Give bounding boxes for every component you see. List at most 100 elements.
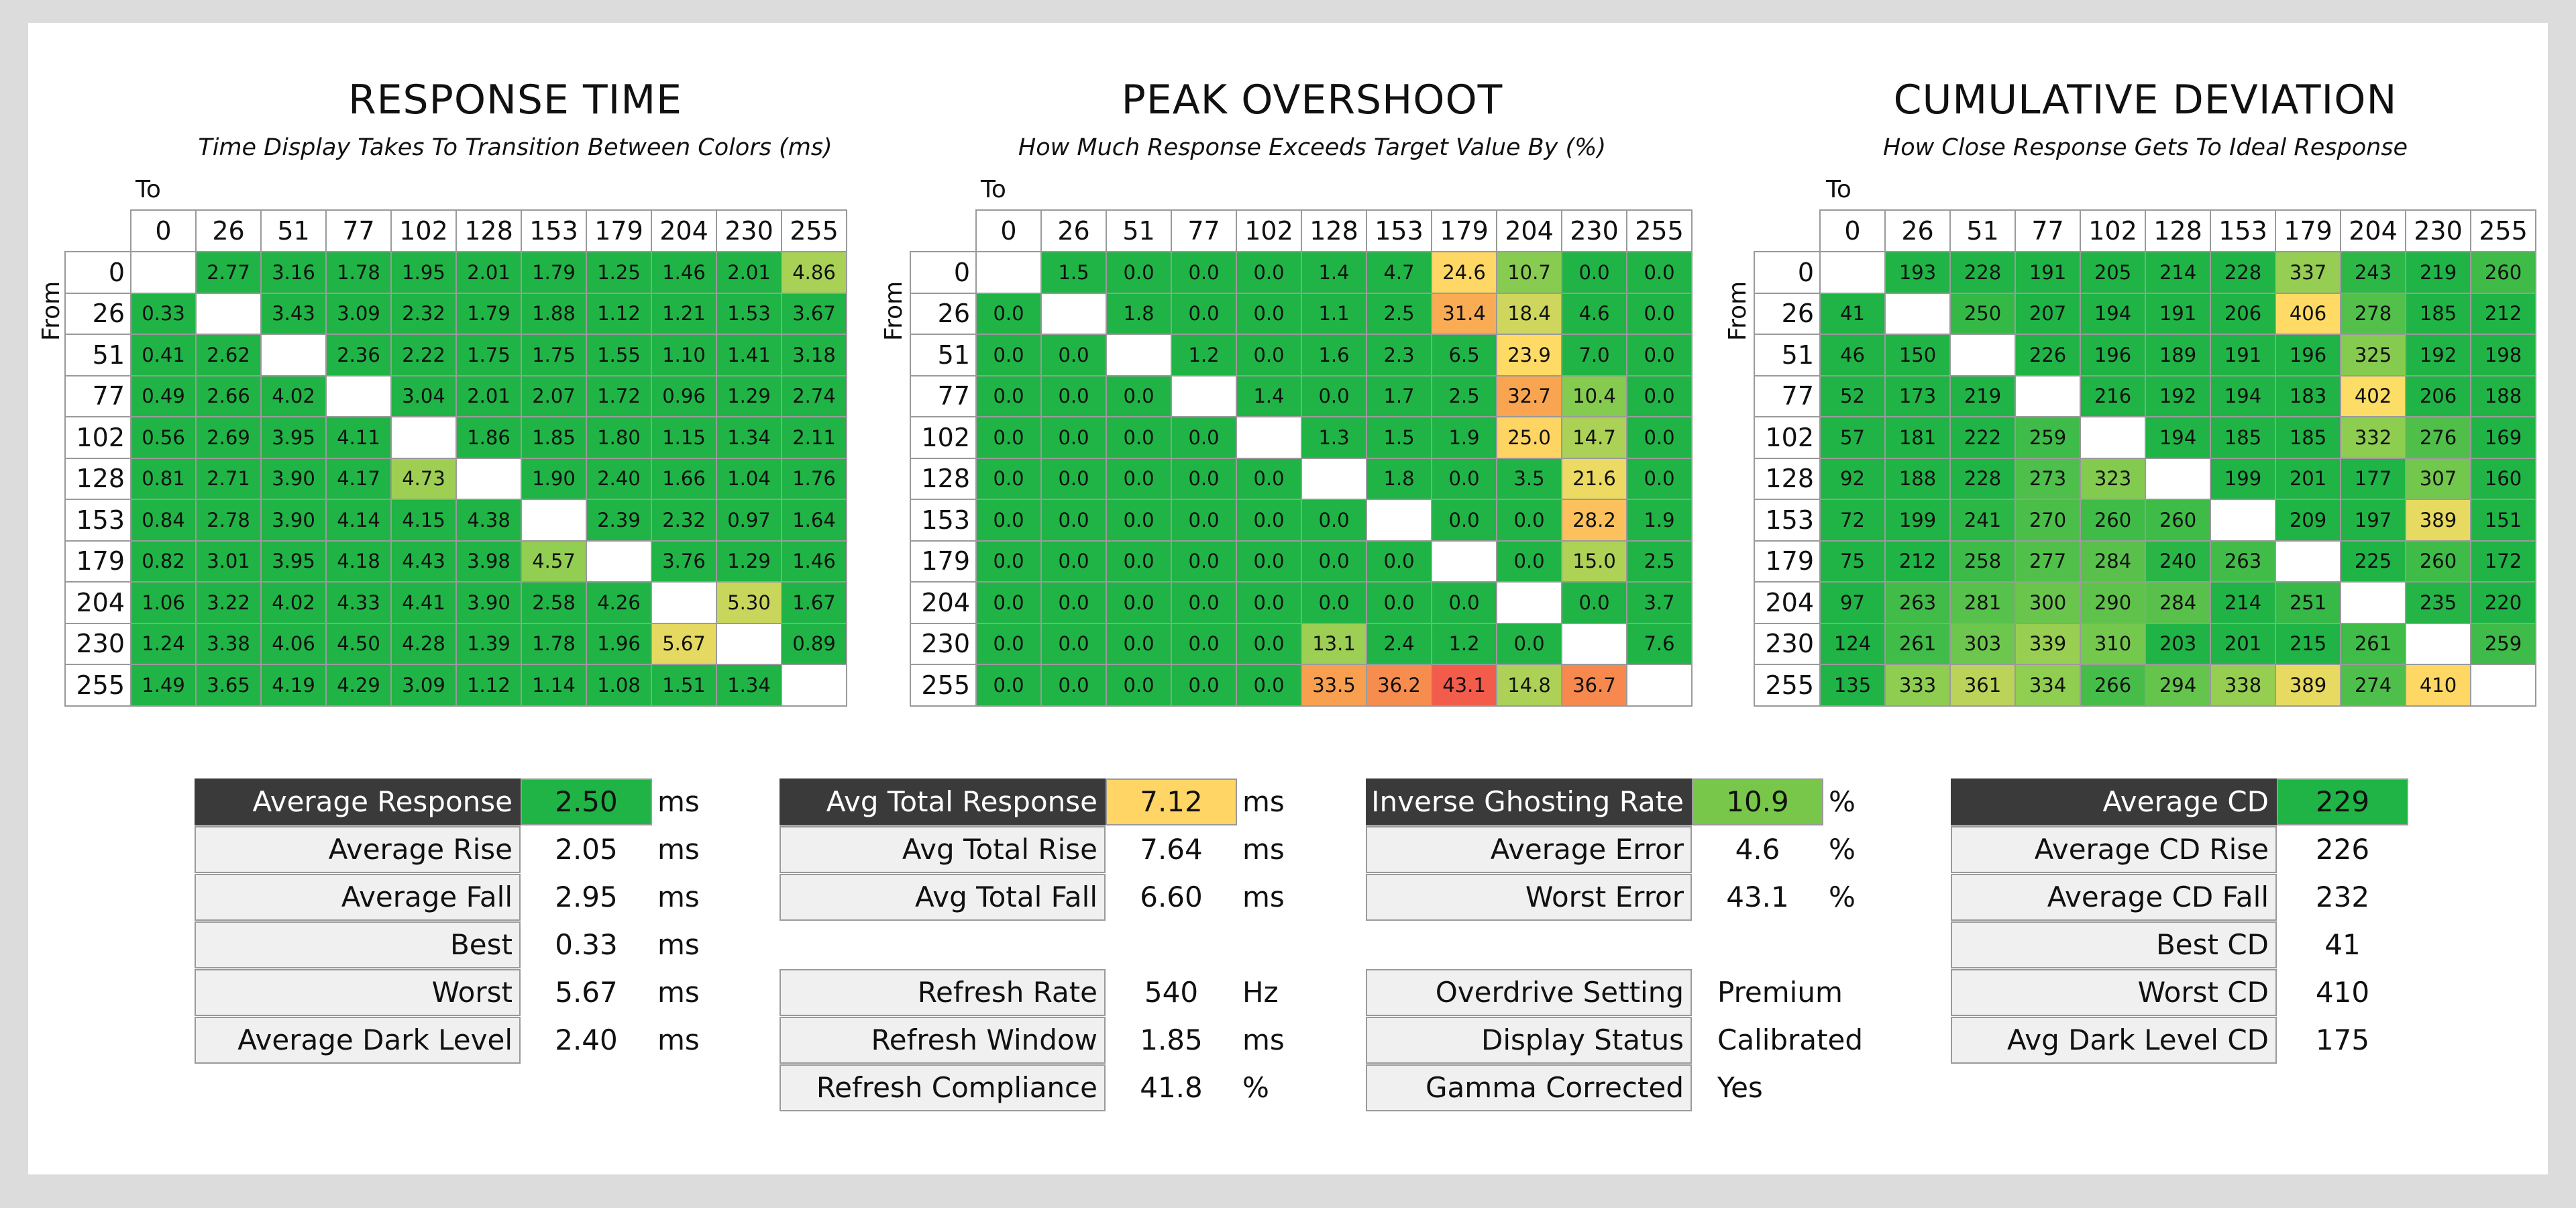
- heatmap-cell: 0.0: [1626, 374, 1693, 417]
- heatmap-cell: 4.33: [325, 581, 392, 624]
- heatmap-cell: 1.51: [651, 664, 717, 707]
- heatmap-cell: 260: [2080, 499, 2146, 542]
- to-level-label: 255: [1626, 209, 1693, 252]
- heatmap-cell: 2.07: [521, 374, 587, 417]
- heatmap-cell: 197: [2340, 499, 2406, 542]
- heatmap-cell: 323: [2080, 457, 2146, 500]
- from-level-label: 51: [64, 334, 131, 376]
- heatmap-cell: 2.69: [195, 416, 262, 459]
- heatmap-cell: 243: [2340, 251, 2406, 294]
- heatmap-cell: 0.0: [1040, 374, 1107, 417]
- heatmap-cell: 31.4: [1431, 292, 1497, 335]
- from-level-label: 255: [64, 664, 131, 707]
- heatmap-cell: 0.0: [1301, 374, 1367, 417]
- heatmap-cell: 3.67: [781, 292, 847, 335]
- heatmap-cell: 43.1: [1431, 664, 1497, 707]
- heatmap-cell: 2.32: [390, 292, 457, 335]
- heatmap-cell: 228: [1949, 457, 2016, 500]
- from-level-label: 77: [910, 374, 977, 417]
- stat-unit: %: [1829, 833, 1856, 866]
- heatmap-cell: 0.0: [1236, 581, 1302, 624]
- stat-row: Avg Dark Level CD 175: [1951, 1017, 2369, 1064]
- heatmap-cell: 24.6: [1431, 251, 1497, 294]
- heatmap-cell: 194: [2080, 292, 2146, 335]
- heatmap-cell: 1.6: [1301, 334, 1367, 376]
- from-level-label: 230: [1754, 622, 1821, 665]
- from-level-label: 128: [1754, 457, 1821, 500]
- heatmap-cell: 250: [1949, 292, 2016, 335]
- stat-label: Worst: [195, 969, 521, 1016]
- heatmap-cell: 4.50: [325, 622, 392, 665]
- heatmap-cell: 0.0: [1106, 457, 1172, 500]
- heatmap-cell: 2.5: [1626, 540, 1693, 583]
- stat-value: 43.1: [1726, 880, 1789, 913]
- heatmap-diagonal-cell: [975, 251, 1042, 294]
- heatmap-cell: 1.86: [455, 416, 522, 459]
- heatmap-cell: 0.0: [1040, 499, 1107, 542]
- heatmap-cell: 1.78: [521, 622, 587, 665]
- to-level-label: 0: [975, 209, 1042, 252]
- heatmap-cell: 325: [2340, 334, 2406, 376]
- heatmap-cell: 52: [1819, 374, 1886, 417]
- to-level-label: 51: [260, 209, 327, 252]
- heatmap-cell: 266: [2080, 664, 2146, 707]
- heatmap-cell: 0.0: [1106, 664, 1172, 707]
- stat-label: Refresh Window: [780, 1017, 1106, 1064]
- heatmap-cell: 2.36: [325, 334, 392, 376]
- stat-unit: %: [1829, 880, 1856, 913]
- heatmap-diagonal-cell: [1366, 499, 1432, 542]
- stat-value: 0.33: [555, 928, 618, 961]
- heatmap-cell: 235: [2405, 581, 2471, 624]
- from-level-label: 102: [64, 416, 131, 459]
- from-level-label: 0: [64, 251, 131, 294]
- heatmap-cell: 1.80: [586, 416, 652, 459]
- heatmap-cell: 2.5: [1431, 374, 1497, 417]
- heatmap-cell: 23.9: [1496, 334, 1562, 376]
- heatmap-cell: 1.8: [1106, 292, 1172, 335]
- stat-unit: Hz: [1242, 976, 1279, 1009]
- stat-label: Inverse Ghosting Rate: [1366, 778, 1692, 825]
- stat-row: Worst 5.67 ms: [195, 969, 711, 1016]
- heatmap-cell: 4.26: [586, 581, 652, 624]
- heatmap-cell: 3.95: [260, 416, 327, 459]
- to-level-label: 179: [1431, 209, 1497, 252]
- heatmap-cell: 284: [2080, 540, 2146, 583]
- cumulative-deviation-title: CUMULATIVE DEVIATION: [1893, 77, 2398, 123]
- heatmap-cell: 14.8: [1496, 664, 1562, 707]
- heatmap-cell: 6.5: [1431, 334, 1497, 376]
- heatmap-cell: 0.0: [975, 540, 1042, 583]
- stat-value: 41: [2324, 928, 2361, 961]
- heatmap-cell: 0.0: [1106, 416, 1172, 459]
- heatmap-cell: 1.72: [586, 374, 652, 417]
- heatmap-diagonal-cell: [1301, 457, 1367, 500]
- heatmap-cell: 3.95: [260, 540, 327, 583]
- heatmap-cell: 251: [2275, 581, 2341, 624]
- stat-value: 2.50: [521, 778, 652, 825]
- heatmap-cell: 201: [2210, 622, 2276, 665]
- heatmap-cell: 0.0: [1106, 251, 1172, 294]
- stat-row: Average CD Rise 226: [1951, 826, 2369, 873]
- heatmap-cell: 0.0: [1431, 457, 1497, 500]
- heatmap-cell: 1.2: [1171, 334, 1237, 376]
- stat-label: Worst CD: [1951, 969, 2277, 1016]
- response-time-title: RESPONSE TIME: [347, 77, 683, 123]
- to-axis-label: To: [981, 176, 1006, 203]
- heatmap-cell: 310: [2080, 622, 2146, 665]
- stat-label: Average Error: [1366, 826, 1692, 873]
- from-axis-label: From: [880, 281, 908, 341]
- to-level-label: 0: [1819, 209, 1886, 252]
- heatmap-cell: 151: [2470, 499, 2536, 542]
- heatmap-cell: 0.0: [975, 374, 1042, 417]
- heatmap-cell: 263: [2210, 540, 2276, 583]
- heatmap-diagonal-cell: [455, 457, 522, 500]
- heatmap-cell: 0.0: [1626, 292, 1693, 335]
- heatmap-cell: 0.0: [1171, 581, 1237, 624]
- heatmap-diagonal-cell: [1626, 664, 1693, 707]
- heatmap-cell: 4.15: [390, 499, 457, 542]
- heatmap-cell: 192: [2405, 334, 2471, 376]
- heatmap-diagonal-cell: [390, 416, 457, 459]
- heatmap-cell: 0.0: [1236, 499, 1302, 542]
- heatmap-cell: 260: [2145, 499, 2211, 542]
- to-level-label: 128: [1301, 209, 1367, 252]
- to-level-label: 204: [1496, 209, 1562, 252]
